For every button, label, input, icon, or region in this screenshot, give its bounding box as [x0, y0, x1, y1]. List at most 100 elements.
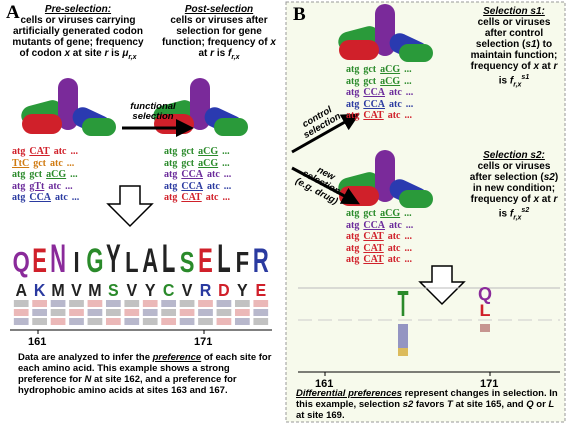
text: r,x: [513, 81, 522, 89]
caption: Data are analyzed to infer the preferenc…: [18, 352, 276, 396]
logo-fill: [253, 300, 269, 307]
codon: gct: [363, 75, 377, 87]
text: Q: [526, 399, 534, 410]
text: r: [553, 194, 558, 205]
text: Differential preferences: [296, 388, 402, 399]
logo-fill: [216, 318, 232, 325]
codon: atg: [346, 64, 360, 75]
logo-fill: [69, 300, 84, 307]
text: s1: [521, 74, 530, 81]
codon-row: atg CCA atc...: [164, 181, 235, 193]
codon-row: atg CCA atc...: [346, 87, 417, 99]
logo-fill: [124, 300, 140, 307]
codon: ...: [404, 208, 412, 219]
logo-letter: E: [198, 242, 213, 280]
codon: gct: [363, 208, 377, 219]
logo-fill: [105, 300, 121, 307]
logo-fill: [32, 300, 48, 307]
logo-fill: [234, 318, 250, 325]
codon: atc: [387, 231, 401, 242]
codon: aCG: [198, 157, 219, 169]
logo-letter: R: [200, 280, 212, 300]
codon: CAT: [363, 254, 384, 265]
pre-selection: Pre-selection: cells or viruses carrying…: [8, 4, 148, 63]
codon: atc: [387, 254, 401, 265]
codon: aCG: [380, 208, 401, 219]
codon: atg: [12, 192, 26, 203]
logo-letter: L: [480, 302, 491, 320]
logo-fill: [13, 309, 29, 316]
codon: atc: [387, 110, 401, 121]
logo-letter: K: [34, 280, 46, 300]
text: at site: [70, 48, 105, 59]
logo-letter: T: [398, 284, 409, 324]
logo-fill: [50, 300, 66, 307]
text: cells or viruses after control selection…: [475, 17, 551, 50]
codon: atg: [346, 75, 360, 87]
logo-letter: C: [163, 280, 175, 300]
text: cells or viruses carrying artificially g…: [12, 15, 144, 59]
codon: atg: [12, 180, 26, 192]
title: Selection s1:: [483, 6, 545, 17]
codon: aCG: [46, 169, 67, 180]
logo-fill: [142, 318, 158, 325]
codon: gct: [181, 146, 195, 157]
logo-fill: [69, 318, 84, 325]
codon: ...: [405, 219, 414, 231]
codon-row: atg CAT atc...: [12, 146, 83, 158]
codon: atc: [55, 192, 68, 203]
codon: CCA: [363, 219, 386, 231]
logo-fill: [179, 318, 195, 325]
text: f: [227, 48, 232, 59]
codon-row: atg CCA atc...: [12, 192, 83, 204]
logo-fill: [124, 309, 140, 316]
text: represent changes in selection. In this …: [296, 388, 558, 410]
axis-label: 171: [194, 336, 213, 348]
codon: ...: [405, 98, 414, 110]
codon: atg: [12, 146, 26, 157]
text: ) in new condition; frequency of: [470, 172, 559, 205]
logo-letter: Q: [478, 284, 492, 304]
codon: ...: [404, 231, 413, 242]
codon-list: atg gct aCG... atg gct aCG... atg CCA atc... atg C…: [164, 146, 235, 204]
cells: [19, 78, 116, 139]
panel-label: A: [6, 2, 20, 23]
codon: CCA: [363, 98, 386, 110]
text: cells or viruses after selection (: [469, 161, 551, 183]
codon: atg: [164, 192, 178, 203]
codon: aCG: [380, 75, 401, 87]
text: at site 165, and: [452, 399, 527, 410]
logo-letter: D: [218, 280, 230, 300]
logo-fill: [161, 318, 177, 325]
logo-fill: [13, 300, 29, 307]
text: x: [533, 61, 539, 72]
logo-letter: L: [217, 236, 230, 281]
codon: atc: [53, 146, 67, 157]
title: Selection s2:: [483, 150, 545, 161]
codon: aCG: [380, 64, 401, 75]
codon: CAT: [363, 242, 384, 254]
logo-letter: S: [180, 247, 195, 278]
codon: atc: [389, 87, 402, 98]
logo-letter: A: [15, 280, 27, 300]
codon: atc: [387, 242, 401, 254]
logo-fill: [50, 309, 66, 316]
logo-fill: [142, 300, 158, 307]
logo-fill: [124, 318, 140, 325]
codon: gct: [363, 64, 377, 75]
codon: ...: [223, 180, 232, 192]
codon: CCA: [181, 169, 204, 180]
text: r,x: [128, 54, 137, 61]
axis-label: 161: [315, 378, 334, 390]
codon-row: atg CCA atc...: [346, 99, 417, 111]
logo-fill: [253, 318, 269, 325]
codon-row: atg CAT atc...: [164, 192, 235, 204]
logo-fill: [161, 309, 177, 316]
codon: atc: [207, 180, 220, 192]
arrow: [291, 113, 360, 154]
logo-letter: M: [88, 280, 101, 300]
codon: ...: [222, 192, 231, 203]
text: r: [104, 48, 109, 59]
text: L: [548, 399, 555, 410]
